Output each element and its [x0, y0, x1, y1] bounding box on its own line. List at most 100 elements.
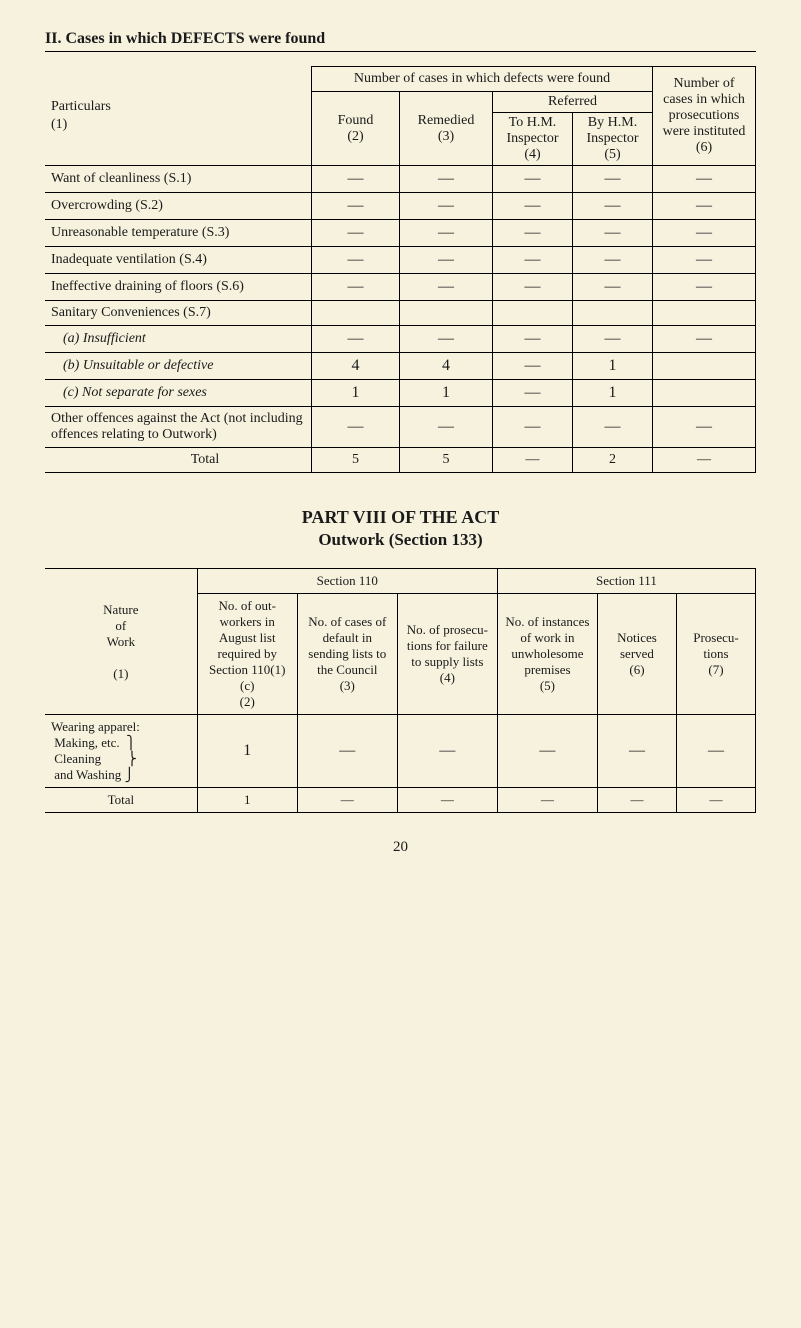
cell: — — [400, 326, 493, 353]
total-c6: — — [653, 448, 756, 473]
outwork-table: NatureofWork (1) Section 110 Section 111… — [45, 568, 756, 813]
cell: — — [493, 407, 573, 448]
header-remedied: Remedied — [406, 113, 486, 129]
table-row: Want of cleanliness (S.1)————— — [45, 166, 756, 193]
row-label: Ineffective draining of floors (S.6) — [45, 274, 312, 301]
header-byhm: By H.M. Inspector — [575, 115, 650, 147]
row-label: Wearing apparel: Making, etc. ⎫ Cleaning… — [45, 715, 197, 788]
cell: — — [400, 274, 493, 301]
row-label: Unreasonable temperature (S.3) — [45, 220, 312, 247]
table-row: Unreasonable temperature (S.3)————— — [45, 220, 756, 247]
total-c2: 5 — [312, 448, 400, 473]
table-row: (c) Not separate for sexes11—1 — [45, 380, 756, 407]
outwork-c1: (1) — [51, 666, 191, 682]
cell: 1 — [572, 353, 652, 380]
c4n: (4) — [404, 670, 491, 686]
table-row: Other offences against the Act (not incl… — [45, 407, 756, 448]
total-c5: 2 — [572, 448, 652, 473]
ot-c2: 1 — [197, 788, 297, 813]
cell: — — [312, 220, 400, 247]
ot-c5: — — [497, 788, 597, 813]
cell: — — [493, 274, 573, 301]
h3: No. of cases of default in sending lists… — [304, 614, 391, 678]
table-row: (b) Unsuitable or defective44—1 — [45, 353, 756, 380]
header-col5: (5) — [575, 147, 650, 163]
cell: — — [493, 166, 573, 193]
part-subtitle: Outwork (Section 133) — [45, 530, 756, 550]
row-label: Inadequate ventilation (S.4) — [45, 247, 312, 274]
c3n: (3) — [304, 678, 391, 694]
cell: — — [572, 247, 652, 274]
h7: Prosecu­tions — [683, 630, 749, 662]
ot-c4: — — [397, 788, 497, 813]
cell: — — [312, 193, 400, 220]
cell: 1 — [572, 380, 652, 407]
cell: — — [676, 715, 755, 788]
cell: — — [653, 220, 756, 247]
cell: — — [572, 166, 652, 193]
table-row: Sanitary Conveniences (S.7) — [45, 301, 756, 326]
outwork-nature-head: NatureofWork — [51, 602, 191, 650]
cell: — — [297, 715, 397, 788]
cell: — — [572, 274, 652, 301]
cell: — — [653, 407, 756, 448]
row-label: Overcrowding (S.2) — [45, 193, 312, 220]
cell: — — [312, 166, 400, 193]
header-tohm: To H.M. Inspector — [495, 115, 570, 147]
cell: — — [312, 274, 400, 301]
c2n: (2) — [204, 694, 291, 710]
cell: 1 — [197, 715, 297, 788]
cell: 4 — [312, 353, 400, 380]
cell — [653, 353, 756, 380]
cell: 4 — [400, 353, 493, 380]
c7n: (7) — [683, 662, 749, 678]
cell: — — [497, 715, 597, 788]
ot-c6: — — [597, 788, 676, 813]
row-label: (a) Insufficient — [45, 326, 312, 353]
h6: Notices served — [604, 630, 670, 662]
header-col6: (6) — [659, 140, 749, 156]
cell: — — [572, 193, 652, 220]
cell: — — [400, 247, 493, 274]
cell — [312, 301, 400, 326]
cell: — — [400, 407, 493, 448]
ot-c7: — — [676, 788, 755, 813]
header-col2: (2) — [318, 129, 393, 145]
table-row: Wearing apparel: Making, etc. ⎫ Cleaning… — [45, 715, 756, 788]
cell: — — [572, 220, 652, 247]
h5: No. of instances of work in unwhole­some… — [504, 614, 591, 678]
cell: — — [493, 326, 573, 353]
outwork-sec110: Section 110 — [197, 569, 497, 594]
header-found: Found — [318, 113, 393, 129]
page-number: 20 — [45, 839, 756, 856]
row-label: (c) Not separate for sexes — [45, 380, 312, 407]
cell: 1 — [400, 380, 493, 407]
cell — [493, 301, 573, 326]
cell: — — [572, 407, 652, 448]
cell: — — [493, 193, 573, 220]
cell: — — [312, 247, 400, 274]
cell: — — [572, 326, 652, 353]
row-label: Sanitary Conveniences (S.7) — [45, 301, 312, 326]
cell: — — [653, 193, 756, 220]
cell: — — [653, 166, 756, 193]
h2: No. of out­workers in August list requir… — [204, 598, 291, 694]
outwork-sec111: Section 111 — [497, 569, 755, 594]
cell: — — [400, 193, 493, 220]
header-numbercases: Number of cases in which defects were fo… — [312, 67, 653, 92]
total-label: Total — [45, 448, 312, 473]
cell — [653, 380, 756, 407]
cell: — — [493, 380, 573, 407]
total-c4: — — [493, 448, 573, 473]
h4: No. of prosecu­tions for failure to supp… — [404, 622, 491, 670]
cell: — — [597, 715, 676, 788]
section-title: II. Cases in which DEFECTS were found — [45, 30, 756, 52]
cell — [653, 301, 756, 326]
header-col4: (4) — [495, 147, 570, 163]
defects-table: Particulars (1) Number of cases in which… — [45, 66, 756, 473]
header-particulars: Particulars — [51, 99, 111, 114]
cell — [572, 301, 652, 326]
header-referred: Referred — [493, 92, 652, 113]
row-label: Other offences against the Act (not incl… — [45, 407, 312, 448]
cell: — — [653, 326, 756, 353]
